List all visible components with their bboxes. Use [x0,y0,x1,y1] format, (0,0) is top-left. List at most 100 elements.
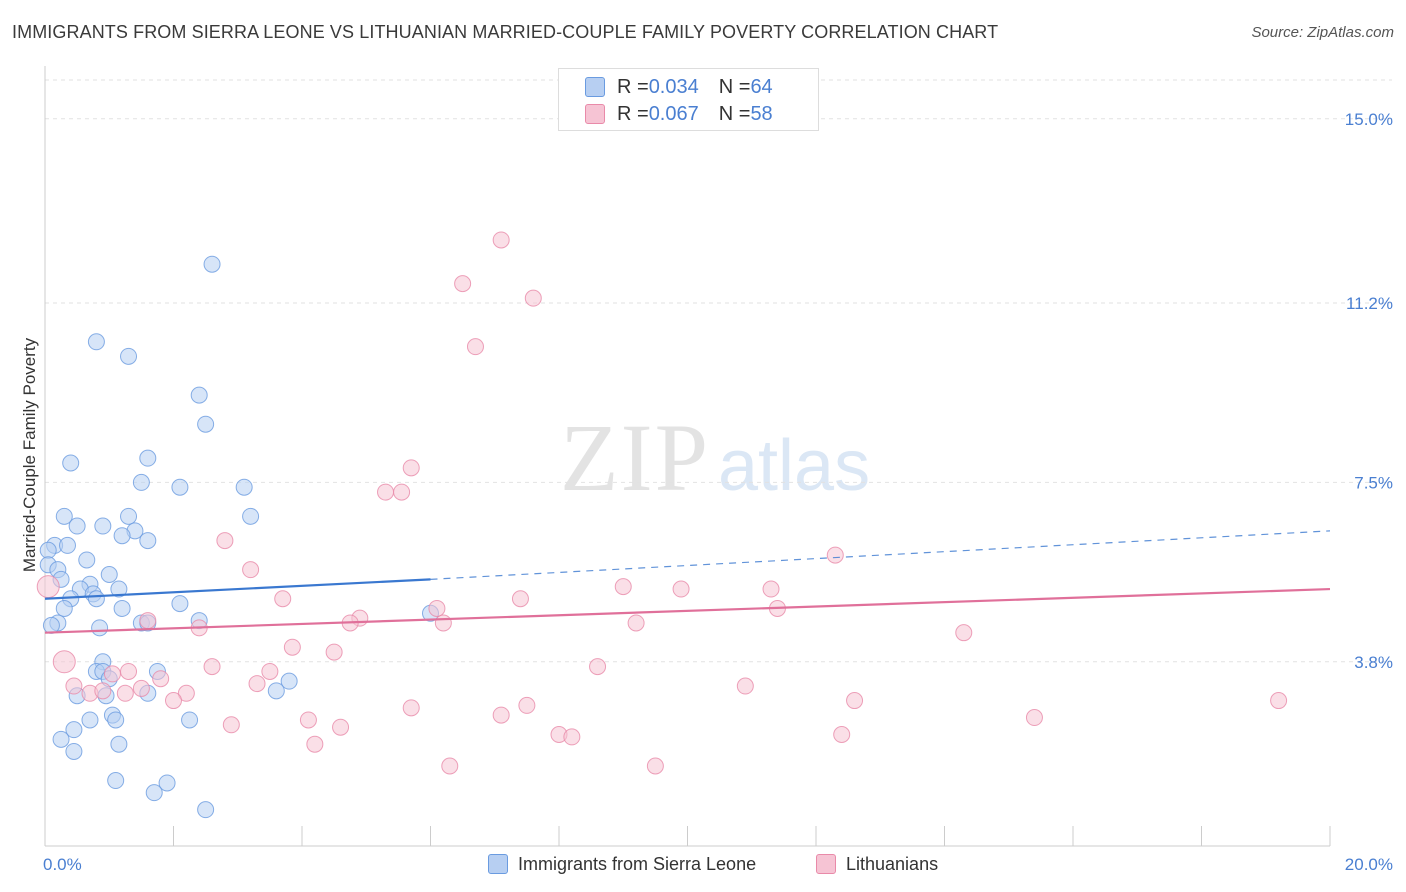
data-point [672,580,690,598]
x-tick-label: 20.0% [1345,855,1393,874]
chart-title: IMMIGRANTS FROM SIERRA LEONE VS LITHUANI… [12,22,999,42]
trendline-lithuanians [44,587,1331,634]
data-point [434,614,452,632]
data-point [216,532,234,550]
data-point [171,478,189,496]
data-point [492,706,510,724]
y-tick-label: 11.2% [1346,294,1393,313]
data-point [42,616,60,634]
data-point [563,728,581,746]
data-point [39,541,57,559]
data-point [132,473,150,491]
data-point [466,338,484,356]
data-point [242,507,260,525]
data-point [107,711,125,729]
data-point [181,711,199,729]
legend-row-sierra-leone: R = 0.034 N = 64 [585,75,773,99]
legend-r-label: R = [617,75,649,98]
trendlines [44,530,1331,634]
legend-n-label: N = [718,102,751,125]
data-point [393,483,411,501]
data-point [113,599,131,617]
legend-r-value: 0.067 [648,102,699,125]
data-point [762,580,780,598]
data-point [94,682,112,700]
data-point [110,580,128,598]
data-point [65,721,83,739]
data-point [113,527,131,545]
data-point [846,692,864,710]
data-point [120,507,138,525]
y-tick-label: 3.8% [1354,653,1393,672]
data-point [197,801,215,819]
legend-swatch-blue [488,854,508,874]
y-tick-label: 7.5% [1354,473,1393,492]
data-point [235,478,253,496]
data-point [139,532,157,550]
data-point [116,684,134,702]
correlation-legend: R = 0.034 N = 64 R = 0.067 N = 58 [558,68,819,131]
data-point [511,590,529,608]
data-point [833,725,851,743]
data-point [110,735,128,753]
data-point [55,507,73,525]
data-point [955,624,973,642]
data-point [120,347,138,365]
x-tick-label: 0.0% [43,855,82,874]
data-point [190,386,208,404]
data-point [100,566,118,584]
data-point [139,612,157,630]
data-point [103,665,121,683]
data-point [1025,709,1043,727]
data-point [306,735,324,753]
data-point [261,662,279,680]
data-point [203,255,221,273]
y-tick-label: 15.0% [1345,110,1393,129]
data-point [107,772,125,790]
data-point [139,449,157,467]
data-point [222,716,240,734]
trendline-sierra-leone [44,578,431,600]
source-label: Source: ZipAtlas.com [1251,24,1394,41]
data-point [81,711,99,729]
data-point [402,699,420,717]
series-sierra-leone-points [39,255,439,819]
data-point [377,483,395,501]
legend-r-label: R = [617,102,649,125]
legend-swatch-blue [585,77,605,97]
data-point [94,517,112,535]
data-point [158,774,176,792]
data-point [274,590,292,608]
data-point [589,658,607,676]
data-point [120,662,138,680]
data-point [248,675,266,693]
data-point [332,718,350,736]
data-point [454,275,472,293]
data-point [78,551,96,569]
data-point [68,517,86,535]
data-point [325,643,343,661]
data-point [52,730,70,748]
data-point [441,757,459,775]
data-point [87,590,105,608]
watermark: ZIP atlas [560,404,870,511]
data-point [267,682,285,700]
data-point [62,454,80,472]
data-point [492,231,510,249]
data-point [55,599,73,617]
legend-swatch-pink [585,104,605,124]
legend-row-lithuanians: R = 0.067 N = 58 [585,102,773,126]
data-point [283,638,301,656]
watermark-zip: ZIP [560,404,710,511]
legend-item-sierra-leone: Immigrants from Sierra Leone [488,852,756,876]
data-point [518,696,536,714]
data-point [242,561,260,579]
legend-label: Lithuanians [846,853,939,874]
data-point [197,415,215,433]
data-point [87,333,105,351]
axes [44,66,1331,847]
legend-r-value: 0.034 [648,75,699,98]
data-point [428,599,446,617]
data-point [152,670,170,688]
